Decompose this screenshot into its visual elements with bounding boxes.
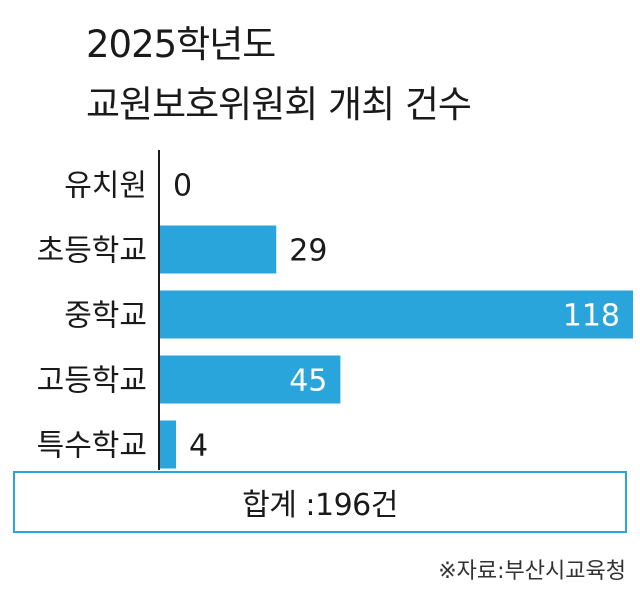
total-box: 합계 :196건: [13, 471, 627, 533]
bar: [160, 290, 633, 339]
category-label: 초등학교: [37, 234, 147, 269]
value-label: 45: [289, 364, 327, 399]
value-label: 0: [173, 169, 192, 204]
category-label: 중학교: [64, 299, 147, 334]
total-label: 합계 :196건: [242, 488, 398, 523]
value-label: 29: [289, 234, 327, 269]
chart-title-line1: 2025학년도: [86, 23, 276, 66]
value-label: 118: [563, 299, 620, 334]
bar: [160, 355, 341, 404]
source-note: ※자료:부산시교육청: [438, 559, 626, 584]
bar: [160, 420, 177, 469]
category-label: 고등학교: [37, 364, 147, 399]
chart-title-line2: 교원보호위원회 개최 건수: [86, 83, 472, 126]
bar-chart: 유치원 0 초등학교 29 중학교 118 고등학교 45 특수학교 4: [37, 150, 633, 470]
category-label: 유치원: [64, 169, 147, 204]
bar: [160, 225, 277, 274]
value-label: 4: [189, 429, 208, 464]
category-label: 특수학교: [37, 429, 147, 464]
